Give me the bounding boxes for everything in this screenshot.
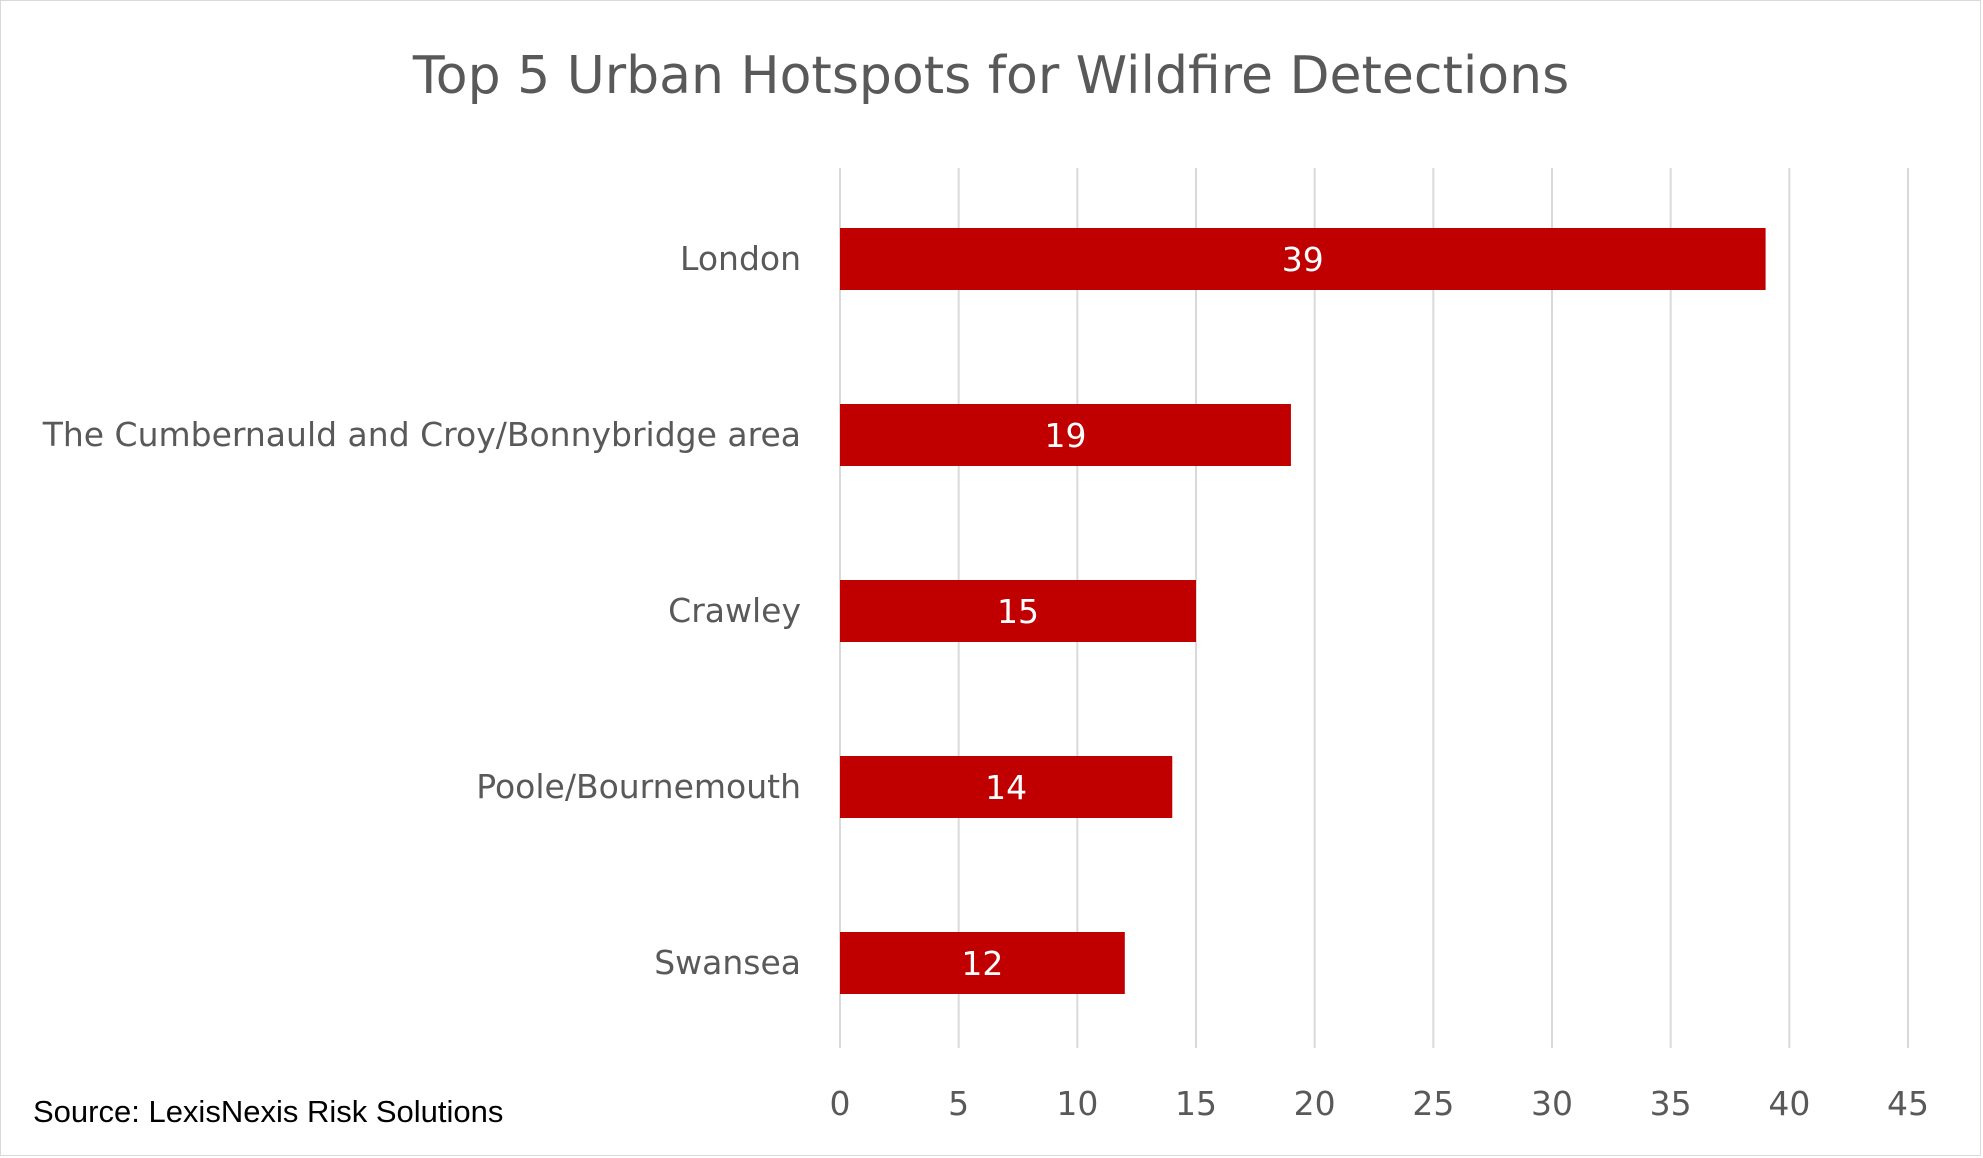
x-tick-label-5: 5 — [948, 1084, 969, 1123]
x-tick-label-0: 0 — [830, 1084, 851, 1123]
category-label-2: Crawley — [668, 591, 801, 630]
category-labels: London The Cumbernauld and Croy/Bonnybrid… — [42, 239, 801, 982]
x-tick-label-15: 15 — [1175, 1084, 1217, 1123]
bar-3 — [840, 756, 1173, 818]
x-tick-label-30: 30 — [1531, 1084, 1573, 1123]
gridlines — [839, 168, 1909, 1048]
data-label-3: 14 — [985, 768, 1027, 807]
data-label-4: 12 — [961, 944, 1003, 983]
source-note: Source: LexisNexis Risk Solutions — [33, 1094, 503, 1129]
data-label-1: 19 — [1044, 416, 1086, 455]
bar-4 — [840, 932, 1125, 994]
x-tick-label-25: 25 — [1412, 1084, 1454, 1123]
category-label-3: Poole/Bournemouth — [476, 767, 801, 806]
bars: 39 19 15 14 12 — [840, 228, 1766, 994]
data-label-0: 39 — [1282, 240, 1324, 279]
x-tick-label-35: 35 — [1650, 1084, 1692, 1123]
x-axis-tick-labels: 0 5 10 15 20 25 30 35 40 45 — [830, 1084, 1930, 1123]
data-label-2: 15 — [997, 592, 1039, 631]
x-tick-label-45: 45 — [1887, 1084, 1929, 1123]
x-tick-label-10: 10 — [1056, 1084, 1098, 1123]
bar-2 — [840, 580, 1196, 642]
category-label-4: Swansea — [654, 943, 801, 982]
category-label-0: London — [680, 239, 801, 278]
chart-title: Top 5 Urban Hotspots for Wildfire Detect… — [412, 46, 1569, 106]
x-tick-label-40: 40 — [1768, 1084, 1810, 1123]
bar-0 — [840, 228, 1766, 290]
x-tick-label-20: 20 — [1294, 1084, 1336, 1123]
bar-1 — [840, 404, 1291, 466]
category-label-1: The Cumbernauld and Croy/Bonnybridge are… — [42, 415, 801, 454]
